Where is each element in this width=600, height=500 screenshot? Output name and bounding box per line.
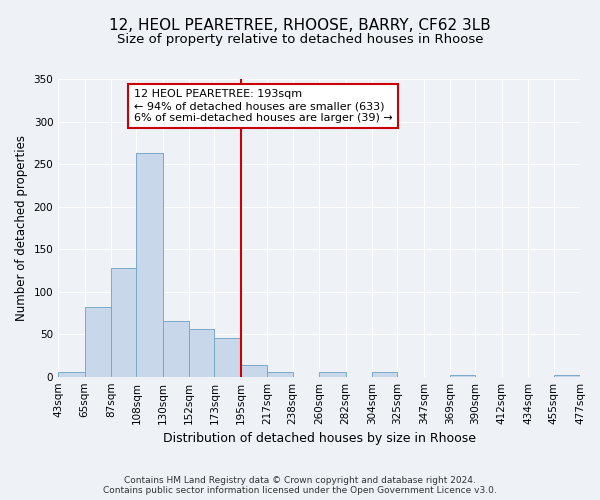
Bar — [319, 372, 346, 376]
X-axis label: Distribution of detached houses by size in Rhoose: Distribution of detached houses by size … — [163, 432, 476, 445]
Y-axis label: Number of detached properties: Number of detached properties — [15, 135, 28, 321]
Bar — [111, 268, 136, 376]
Text: Contains HM Land Registry data © Crown copyright and database right 2024.: Contains HM Land Registry data © Crown c… — [124, 476, 476, 485]
Bar — [58, 372, 85, 376]
Text: Size of property relative to detached houses in Rhoose: Size of property relative to detached ho… — [117, 32, 483, 46]
Bar — [554, 375, 580, 376]
Bar — [136, 153, 163, 376]
Text: 12 HEOL PEARETREE: 193sqm
← 94% of detached houses are smaller (633)
6% of semi-: 12 HEOL PEARETREE: 193sqm ← 94% of detac… — [134, 90, 392, 122]
Bar — [450, 375, 475, 376]
Bar — [189, 329, 214, 376]
Bar — [241, 365, 268, 376]
Bar — [268, 372, 293, 376]
Bar — [372, 372, 397, 376]
Bar — [214, 338, 241, 376]
Text: Contains public sector information licensed under the Open Government Licence v3: Contains public sector information licen… — [103, 486, 497, 495]
Text: 12, HEOL PEARETREE, RHOOSE, BARRY, CF62 3LB: 12, HEOL PEARETREE, RHOOSE, BARRY, CF62 … — [109, 18, 491, 32]
Bar — [85, 307, 111, 376]
Bar — [163, 320, 189, 376]
